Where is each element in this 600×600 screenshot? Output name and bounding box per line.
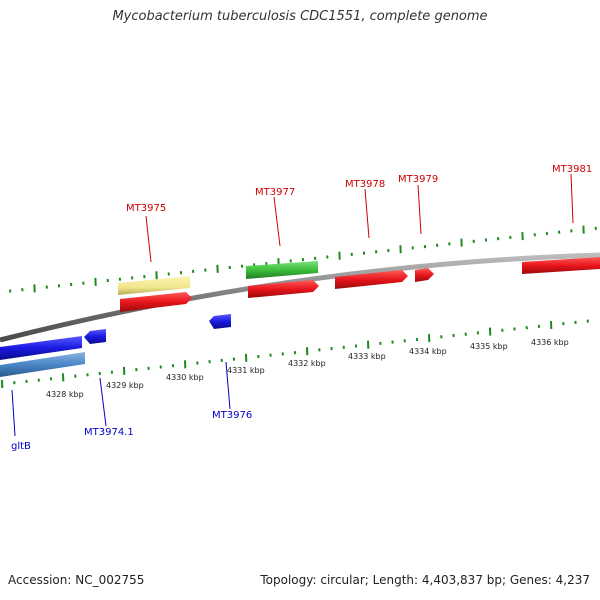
gene-feature[interactable] <box>248 280 319 298</box>
gene-feature[interactable] <box>118 276 190 295</box>
gene-label[interactable]: MT3975 <box>126 203 166 214</box>
scale-label: 4335 kbp <box>470 342 508 351</box>
gene-feature[interactable] <box>0 336 82 360</box>
scale-labels: 4328 kbp 4329 kbp 4330 kbp 4331 kbp 4332… <box>46 338 569 399</box>
gene-feature[interactable] <box>246 261 318 279</box>
scale-label: 4329 kbp <box>106 381 144 390</box>
gene-feature[interactable] <box>209 314 231 329</box>
scale-label: 4334 kbp <box>409 347 447 356</box>
gene-label[interactable]: MT3981 <box>552 164 592 175</box>
gene-feature[interactable] <box>0 352 85 377</box>
gene-label[interactable]: gltB <box>11 441 31 452</box>
gene-label[interactable]: MT3979 <box>398 174 438 185</box>
gene-feature[interactable] <box>84 329 106 344</box>
scale-label: 4328 kbp <box>46 390 84 399</box>
scale-label: 4330 kbp <box>166 373 204 382</box>
outer-tick-row <box>9 225 597 293</box>
gene-feature[interactable] <box>335 270 408 289</box>
accession-text: Accession: NC_002755 <box>8 573 145 587</box>
scale-label: 4336 kbp <box>531 338 569 347</box>
gene-feature[interactable] <box>120 292 192 312</box>
forward-gene-labels: MT3975 MT3977 MT3978 MT3979 MT3981 <box>126 164 592 263</box>
reverse-genes <box>0 314 231 377</box>
scale-label: 4332 kbp <box>288 359 326 368</box>
gene-feature[interactable] <box>522 257 600 274</box>
gene-label[interactable]: MT3976 <box>212 410 252 421</box>
gene-label[interactable]: MT3978 <box>345 179 385 190</box>
genome-backbone <box>0 252 600 343</box>
gene-feature[interactable] <box>415 268 434 282</box>
gene-label[interactable]: MT3977 <box>255 187 295 198</box>
gene-label[interactable]: MT3974.1 <box>84 427 134 438</box>
scale-label: 4333 kbp <box>348 352 386 361</box>
scale-label: 4331 kbp <box>227 366 265 375</box>
reverse-gene-labels: gltB MT3974.1 MT3976 <box>11 361 252 452</box>
inner-tick-row <box>1 319 589 389</box>
forward-genes <box>118 257 600 312</box>
genome-summary-text: Topology: circular; Length: 4,403,837 bp… <box>260 573 590 587</box>
map-title: Mycobacterium tuberculosis CDC1551, comp… <box>112 9 488 24</box>
